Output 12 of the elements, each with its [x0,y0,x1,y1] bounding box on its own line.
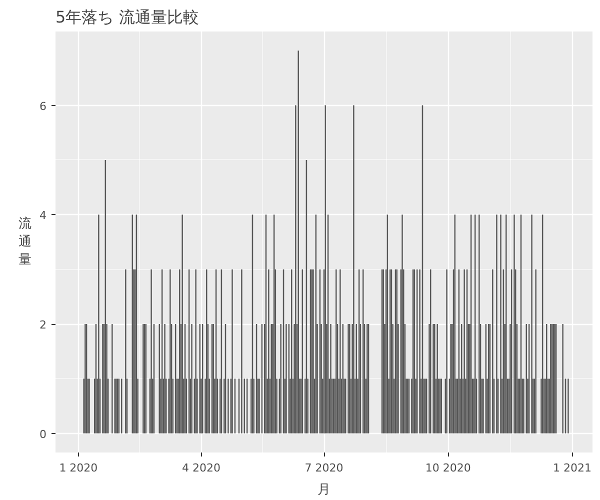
x-tick-label: 7 2020 [304,462,344,474]
y-axis-title: 流通量 [18,216,32,268]
y-tick-label: 4 [40,209,46,222]
chart-title: 5年落ち 流通量比較 [56,8,199,26]
y-tick-label: 2 [40,318,46,332]
x-axis-title: 月 [318,482,330,498]
x-tick-label: 10 2020 [425,462,471,474]
y-tick-label: 6 [40,100,46,113]
x-tick-label: 1 2021 [553,462,592,474]
x-tick-label: 4 2020 [182,462,220,474]
x-tick-label: 1 2020 [59,462,98,474]
y-tick-label: 0 [40,428,46,441]
